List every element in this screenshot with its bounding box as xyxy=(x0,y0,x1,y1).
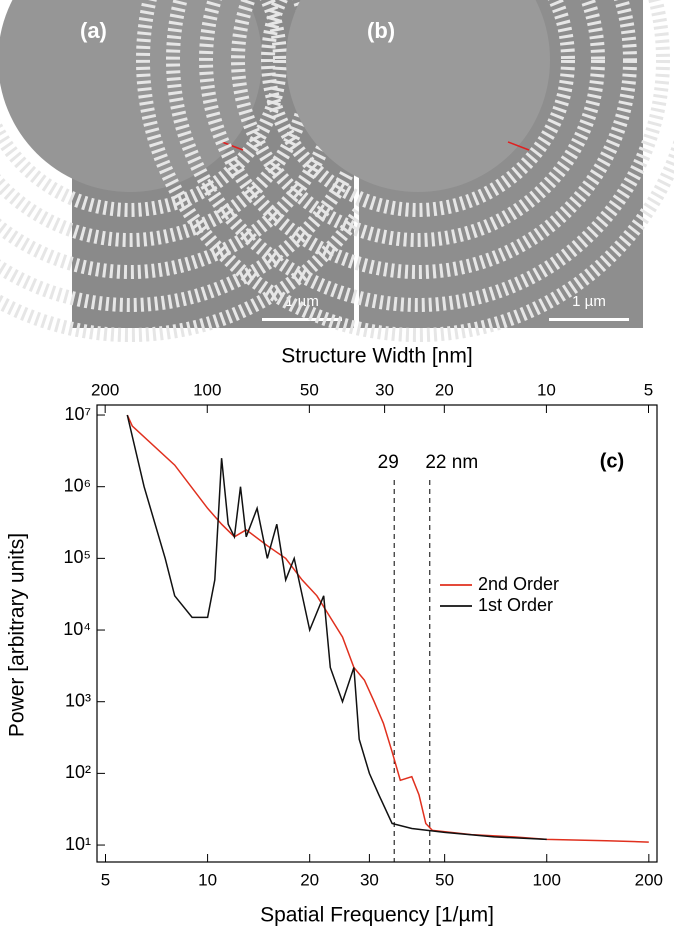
x2-axis-title: Structure Width [nm] xyxy=(281,345,472,368)
y-tick-label: 10¹ xyxy=(65,834,91,854)
line xyxy=(126,414,649,843)
x2-tick-label: 20 xyxy=(435,380,454,399)
x2-tick-label: 10 xyxy=(537,380,556,399)
legend-label: 2nd Order xyxy=(478,574,559,594)
y-tick-label: 10⁶ xyxy=(64,475,91,495)
y-tick-label: 10³ xyxy=(65,690,91,710)
y-tick-label: 10² xyxy=(65,762,91,782)
x2-tick-label: 50 xyxy=(300,380,319,399)
x-tick-label: 20 xyxy=(300,870,319,889)
annotation: 22 nm xyxy=(425,452,478,473)
legend-label: 1st Order xyxy=(478,595,553,615)
plot-frame xyxy=(96,404,658,863)
x-tick-label: 5 xyxy=(101,870,110,889)
annotation: 29 xyxy=(378,452,399,473)
panel-label: (a) xyxy=(80,18,107,43)
x2-tick-label: 30 xyxy=(375,380,394,399)
x-tick-label: 50 xyxy=(435,870,454,889)
scale-bar-label: 1 µm xyxy=(572,293,606,310)
y-tick-label: 10⁷ xyxy=(64,404,91,424)
x2-tick-label: 100 xyxy=(193,380,221,399)
panel-label: (b) xyxy=(367,18,395,43)
x-tick-label: 100 xyxy=(533,870,561,889)
x-tick-label: 30 xyxy=(360,870,379,889)
y-tick-label: 10⁴ xyxy=(63,619,91,639)
panel-label: (c) xyxy=(600,450,624,472)
micrograph-b: 1 µm (b) xyxy=(136,0,674,342)
x-axis-title: Spatial Frequency [1/µm] xyxy=(260,904,494,927)
x-tick-label: 10 xyxy=(198,870,217,889)
x2-tick-label: 5 xyxy=(644,380,653,399)
x-tick-label: 200 xyxy=(635,870,663,889)
y-tick-label: 10⁵ xyxy=(64,547,91,567)
line xyxy=(126,414,547,841)
x2-tick-label: 200 xyxy=(91,380,119,399)
y-axis-title: Power [arbitrary units] xyxy=(6,533,29,737)
